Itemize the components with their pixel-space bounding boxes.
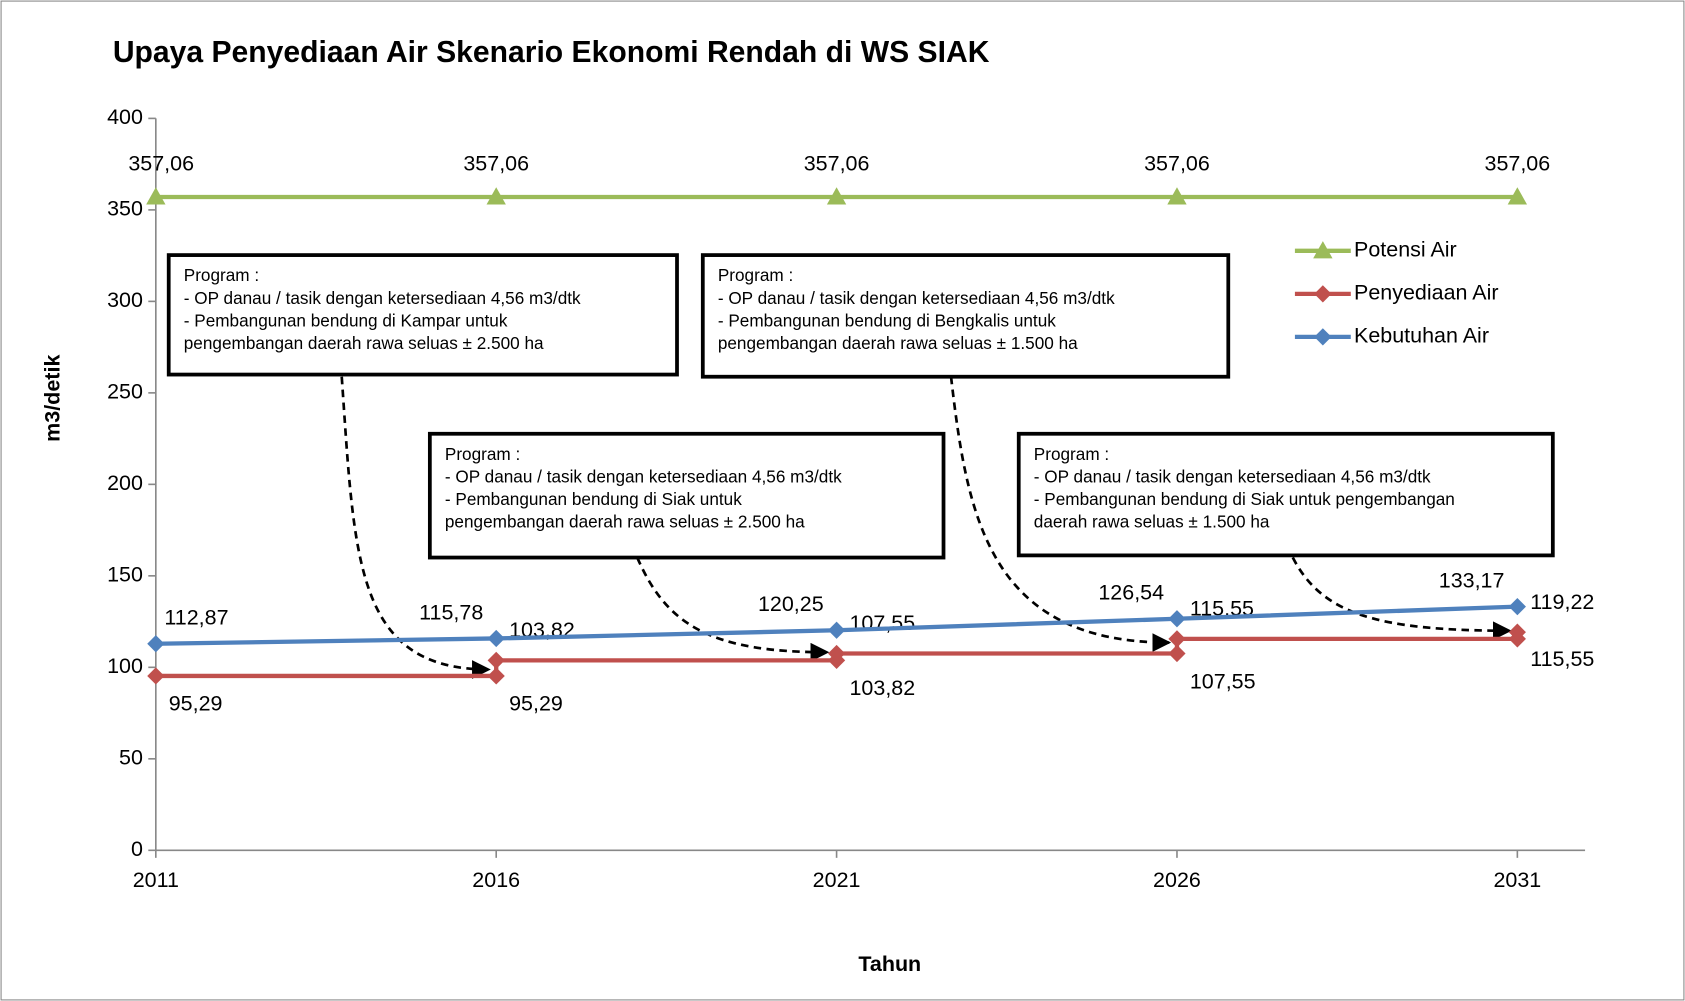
marker [147,635,165,653]
annotation-text: Program : [445,444,520,464]
arrow [636,557,830,662]
y-tick-label: 350 [107,197,143,221]
y-axis-title: m3/detik [40,355,64,442]
y-tick-label: 200 [107,471,143,495]
marker [1313,241,1333,259]
annotation-text: - Pembangunan bendung di Siak untuk [445,489,742,509]
marker [1314,328,1332,346]
y-tick-label: 300 [107,288,143,312]
y-tick-label: 150 [107,563,143,587]
data-label: 357,06 [1144,151,1210,175]
data-label: 357,06 [128,151,194,175]
chart-title: Upaya Penyediaan Air Skenario Ekonomi Re… [113,36,990,69]
y-tick-label: 0 [131,837,143,861]
annotation-text: daerah rawa seluas ± 1.500 ha [1034,512,1270,532]
legend-label: Potensi Air [1354,237,1457,261]
x-tick-label: 2026 [1153,868,1201,892]
data-label: 115,78 [419,600,483,624]
marker [826,187,847,205]
data-label: 115,55 [1530,647,1594,671]
marker [147,667,165,685]
x-tick-label: 2031 [1493,868,1541,892]
data-label: 357,06 [804,151,870,175]
y-tick-label: 50 [119,745,143,769]
marker [1507,187,1528,205]
data-label: 95,29 [509,692,563,716]
marker [486,187,506,205]
arrow [1291,556,1512,641]
annotation-text: - Pembangunan bendung di Kampar untuk [184,310,508,330]
x-tick-label: 2016 [472,868,520,892]
arrow [340,376,491,679]
legend-label: Penyediaan Air [1354,281,1499,305]
annotation-text: - Pembangunan bendung di Bengkalis untuk [718,310,1056,330]
marker [1167,187,1187,205]
marker [146,187,166,205]
marker [1314,285,1332,303]
annotation-text: - OP danau / tasik dengan ketersediaan 4… [445,466,842,486]
data-label: 357,06 [1485,151,1551,175]
x-axis-title: Tahun [858,952,921,976]
annotation-text: pengembangan daerah rawa seluas ± 2.500 … [184,333,544,353]
arrow [949,376,1172,652]
marker [827,621,846,639]
y-tick-label: 400 [107,105,143,129]
annotation-text: Program : [184,265,259,285]
annotation-text: Program : [718,265,793,285]
y-tick-label: 100 [107,654,143,678]
legend-label: Kebutuhan Air [1354,324,1489,348]
annotation-box [166,253,679,377]
data-label: 103,82 [849,676,915,700]
annotation-text: - Pembangunan bendung di Siak untuk peng… [1034,489,1455,509]
data-label: 119,22 [1530,590,1594,614]
annotation-box [700,253,1231,379]
x-tick-label: 2021 [813,868,861,892]
data-label: 357,06 [463,151,529,175]
data-label: 112,87 [164,606,228,630]
marker [1168,610,1186,628]
data-label: 107,55 [1190,669,1256,693]
annotation-text: pengembangan daerah rawa seluas ± 1.500 … [718,333,1078,353]
data-label: 133,17 [1439,569,1505,593]
annotation-text: Program : [1034,444,1109,464]
data-label: 120,25 [758,592,824,616]
y-tick-label: 250 [107,380,143,404]
annotation-text: - OP danau / tasik dengan ketersediaan 4… [1034,466,1431,486]
data-label: 95,29 [169,692,223,716]
annotation-box [1016,431,1555,558]
annotation-text: - OP danau / tasik dengan ketersediaan 4… [184,288,581,308]
x-tick-label: 2011 [133,868,179,892]
annotation-text: pengembangan daerah rawa seluas ± 2.500 … [445,512,805,532]
annotation-text: - OP danau / tasik dengan ketersediaan 4… [718,288,1115,308]
annotation-arrows [340,376,1512,679]
annotation-box [427,431,946,560]
data-label: 126,54 [1098,581,1164,605]
